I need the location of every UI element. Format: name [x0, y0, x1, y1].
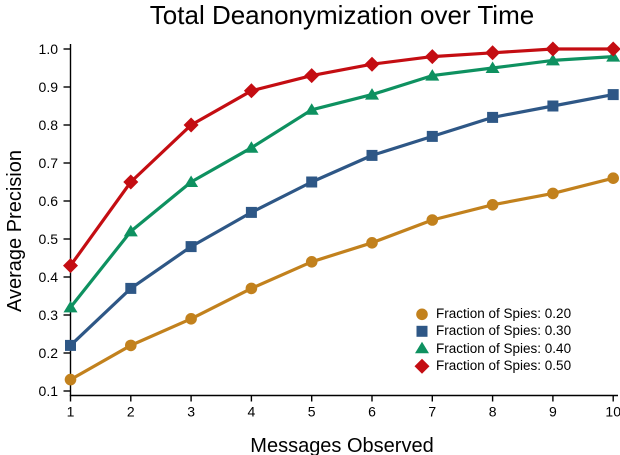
series-0-line: [69, 176, 614, 381]
y-tick-label: 0.1: [39, 383, 59, 399]
legend-label: Fraction of Spies: 0.50: [436, 358, 572, 374]
legend-item: Fraction of Spies: 0.40: [414, 340, 571, 357]
legend-item: Fraction of Spies: 0.30: [414, 322, 571, 339]
series-0-point: [245, 282, 258, 295]
series-1-point: [366, 149, 378, 161]
series-3-point: [424, 49, 440, 65]
series-0-point: [305, 255, 318, 268]
y-tick-label: 0.9: [39, 79, 59, 95]
series-2-line: [69, 55, 614, 309]
x-tick-label: 7: [428, 404, 436, 420]
series-1-point: [65, 339, 76, 351]
series-3-point: [364, 56, 380, 72]
legend-diamond-marker-icon: [414, 358, 430, 374]
series-3-point: [545, 41, 561, 57]
x-tick-label: 1: [67, 404, 75, 420]
series-1-line: [69, 93, 614, 347]
series-3-line: [69, 47, 614, 267]
legend-item: Fraction of Spies: 0.50: [414, 357, 571, 374]
x-tick-label: 6: [368, 404, 376, 420]
y-tick-label: 0.4: [39, 269, 59, 285]
x-tick-label: 4: [248, 404, 256, 420]
y-tick-label: 0.8: [39, 117, 59, 133]
series-0-point: [125, 339, 137, 352]
series-0-point: [185, 313, 197, 325]
series-2-point: [184, 175, 199, 187]
x-tick-label: 10: [605, 404, 620, 420]
series-2-point: [123, 224, 138, 237]
series-3-point: [304, 68, 320, 84]
series-0-point: [607, 172, 619, 184]
series-0-point: [366, 237, 378, 249]
series-1-point: [487, 111, 499, 123]
x-tick-label: 2: [127, 404, 135, 420]
series-3-point: [485, 45, 501, 61]
legend-triangle-marker-icon: [415, 342, 429, 354]
series-3-point: [123, 174, 139, 190]
series-0-point: [547, 187, 559, 200]
legend-item: Fraction of Spies: 0.20: [414, 305, 571, 322]
y-axis-label: Average Precision: [4, 150, 26, 312]
x-tick-label: 3: [187, 404, 195, 420]
series-1-point: [245, 206, 257, 218]
series-3-point: [63, 258, 78, 274]
series-0-point: [426, 214, 439, 226]
y-tick-label: 0.3: [39, 307, 59, 323]
series-3-point: [243, 83, 259, 99]
series-1-point: [185, 241, 197, 253]
x-tick-label: 8: [489, 404, 497, 420]
series-2-point: [425, 69, 440, 81]
legend: Fraction of Spies: 0.20 Fraction of Spie…: [414, 305, 571, 374]
series-2-point: [244, 141, 259, 153]
series-2-point: [545, 53, 560, 66]
series-1-point: [607, 89, 619, 101]
x-tick-label: 9: [549, 404, 557, 420]
series-3-point: [605, 41, 620, 57]
y-tick-label: 1.0: [39, 41, 59, 57]
series-2-point: [485, 61, 500, 73]
series-3-point: [183, 117, 199, 133]
legend-square-marker-icon: [416, 325, 428, 337]
legend-circle-marker-icon: [416, 308, 428, 320]
series-1-point: [306, 176, 318, 188]
legend-label: Fraction of Spies: 0.30: [436, 323, 572, 339]
series-1-point: [547, 100, 559, 112]
chart-title: Total Deanonymization over Time: [149, 0, 535, 30]
x-tick-label: 5: [308, 404, 316, 420]
series-1-point: [426, 130, 438, 142]
legend-label: Fraction of Spies: 0.20: [436, 306, 572, 322]
y-tick-label: 0.7: [39, 155, 59, 171]
x-axis-label: Messages Observed: [250, 435, 434, 455]
series-2-point: [365, 88, 379, 100]
series-1-point: [125, 282, 137, 294]
series-2-point: [63, 300, 78, 313]
legend-label: Fraction of Spies: 0.40: [436, 340, 572, 356]
y-tick-label: 0.6: [39, 193, 59, 209]
series-0-point: [486, 199, 499, 211]
series-2-point: [304, 103, 319, 115]
y-tick-label: 0.2: [39, 345, 59, 361]
series-0-point: [64, 373, 77, 386]
y-tick-label: 0.5: [39, 231, 59, 247]
